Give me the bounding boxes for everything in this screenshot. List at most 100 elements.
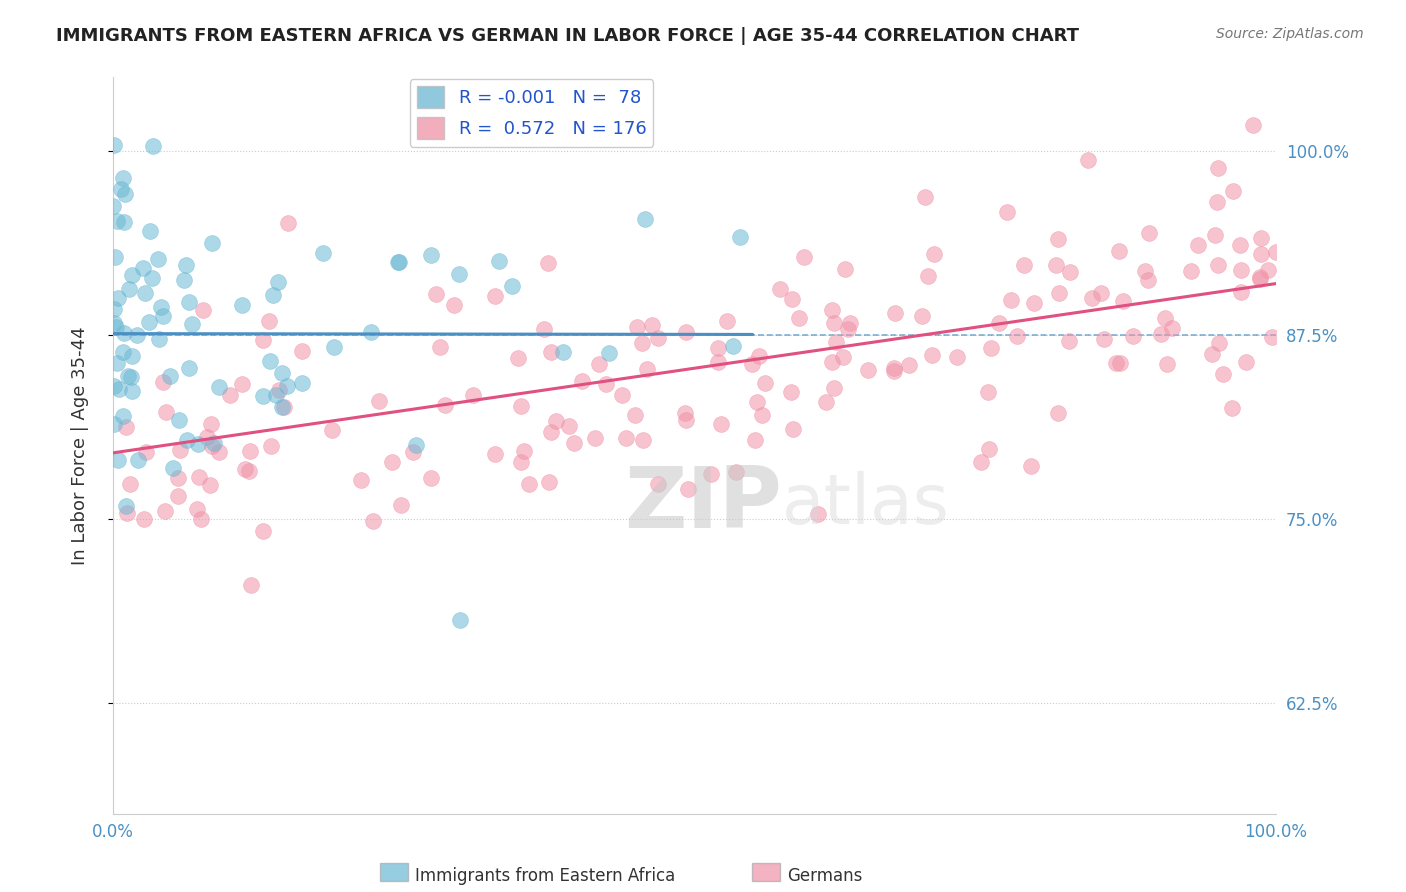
Point (647, 330, 669, 344)
Point (273, 401, 295, 415)
Y-axis label: In Labor Force | Age 35-44: In Labor Force | Age 35-44 (72, 326, 89, 565)
Point (647, 477, 669, 491)
Point (1220, 401, 1243, 415)
Point (1057, 334, 1080, 349)
Point (510, 399, 533, 413)
Point (231, 298, 253, 312)
Point (1090, 285, 1112, 300)
Point (787, 310, 810, 325)
Point (1187, 237, 1209, 252)
Point (104, 320, 127, 334)
Point (837, 322, 859, 336)
Point (105, 356, 128, 370)
Point (112, 345, 135, 359)
Point (120, 370, 142, 384)
Point (588, 357, 610, 371)
Point (267, 275, 290, 289)
Point (1112, 294, 1135, 309)
Point (741, 357, 763, 371)
Point (1257, 263, 1279, 277)
Point (911, 309, 934, 323)
Point (533, 322, 555, 336)
Point (484, 289, 506, 303)
Point (118, 282, 141, 296)
Point (238, 464, 260, 478)
Point (107, 291, 129, 305)
Point (914, 190, 936, 204)
Point (277, 216, 299, 230)
Point (103, 138, 125, 153)
Point (269, 384, 291, 398)
Point (744, 433, 766, 447)
Point (219, 388, 242, 402)
Point (745, 395, 768, 409)
Point (381, 455, 404, 469)
Point (631, 434, 654, 448)
Point (152, 309, 174, 323)
Point (252, 334, 274, 348)
Point (700, 467, 723, 481)
Point (103, 417, 125, 431)
Point (898, 358, 921, 372)
Point (190, 512, 212, 526)
Point (769, 282, 792, 296)
Point (1000, 293, 1022, 308)
Point (155, 503, 177, 517)
Point (821, 354, 844, 368)
Point (159, 368, 181, 383)
Point (519, 476, 541, 491)
Point (447, 267, 470, 281)
Point (134, 285, 156, 300)
Point (112, 215, 135, 229)
Point (634, 211, 657, 226)
Point (1250, 247, 1272, 261)
Text: Source: ZipAtlas.com: Source: ZipAtlas.com (1216, 27, 1364, 41)
Point (484, 447, 506, 461)
Point (121, 349, 143, 363)
Point (673, 407, 696, 421)
Point (1264, 245, 1286, 260)
Point (636, 361, 658, 376)
Point (270, 366, 292, 380)
Point (132, 260, 155, 275)
Point (1135, 264, 1157, 278)
Point (780, 292, 803, 306)
Point (388, 255, 411, 269)
Point (167, 471, 190, 485)
Point (321, 423, 343, 437)
Point (361, 515, 384, 529)
Point (1261, 329, 1284, 343)
Point (138, 315, 160, 329)
Point (118, 477, 141, 491)
Point (107, 453, 129, 467)
Point (197, 430, 219, 444)
Point (112, 326, 135, 340)
Point (201, 235, 224, 250)
Point (260, 439, 283, 453)
Point (641, 318, 664, 332)
Text: atlas: atlas (782, 471, 949, 538)
Point (108, 382, 131, 396)
Point (110, 182, 132, 196)
Point (252, 524, 274, 539)
Point (233, 462, 256, 476)
Text: IMMIGRANTS FROM EASTERN AFRICA VS GERMAN IN LABOR FORCE | AGE 35-44 CORRELATION : IMMIGRANTS FROM EASTERN AFRICA VS GERMAN… (56, 27, 1080, 45)
Point (139, 224, 162, 238)
Point (323, 340, 346, 354)
Point (425, 287, 447, 301)
Point (167, 413, 190, 427)
Point (200, 417, 222, 432)
Point (513, 444, 536, 458)
Point (262, 287, 284, 301)
Point (509, 455, 531, 469)
Point (1122, 329, 1144, 343)
Point (838, 316, 860, 330)
Point (610, 387, 633, 401)
Point (571, 375, 593, 389)
Point (782, 422, 804, 436)
Point (291, 376, 314, 391)
Point (115, 506, 138, 520)
Point (187, 437, 209, 451)
Point (977, 385, 1000, 400)
Point (751, 409, 773, 423)
